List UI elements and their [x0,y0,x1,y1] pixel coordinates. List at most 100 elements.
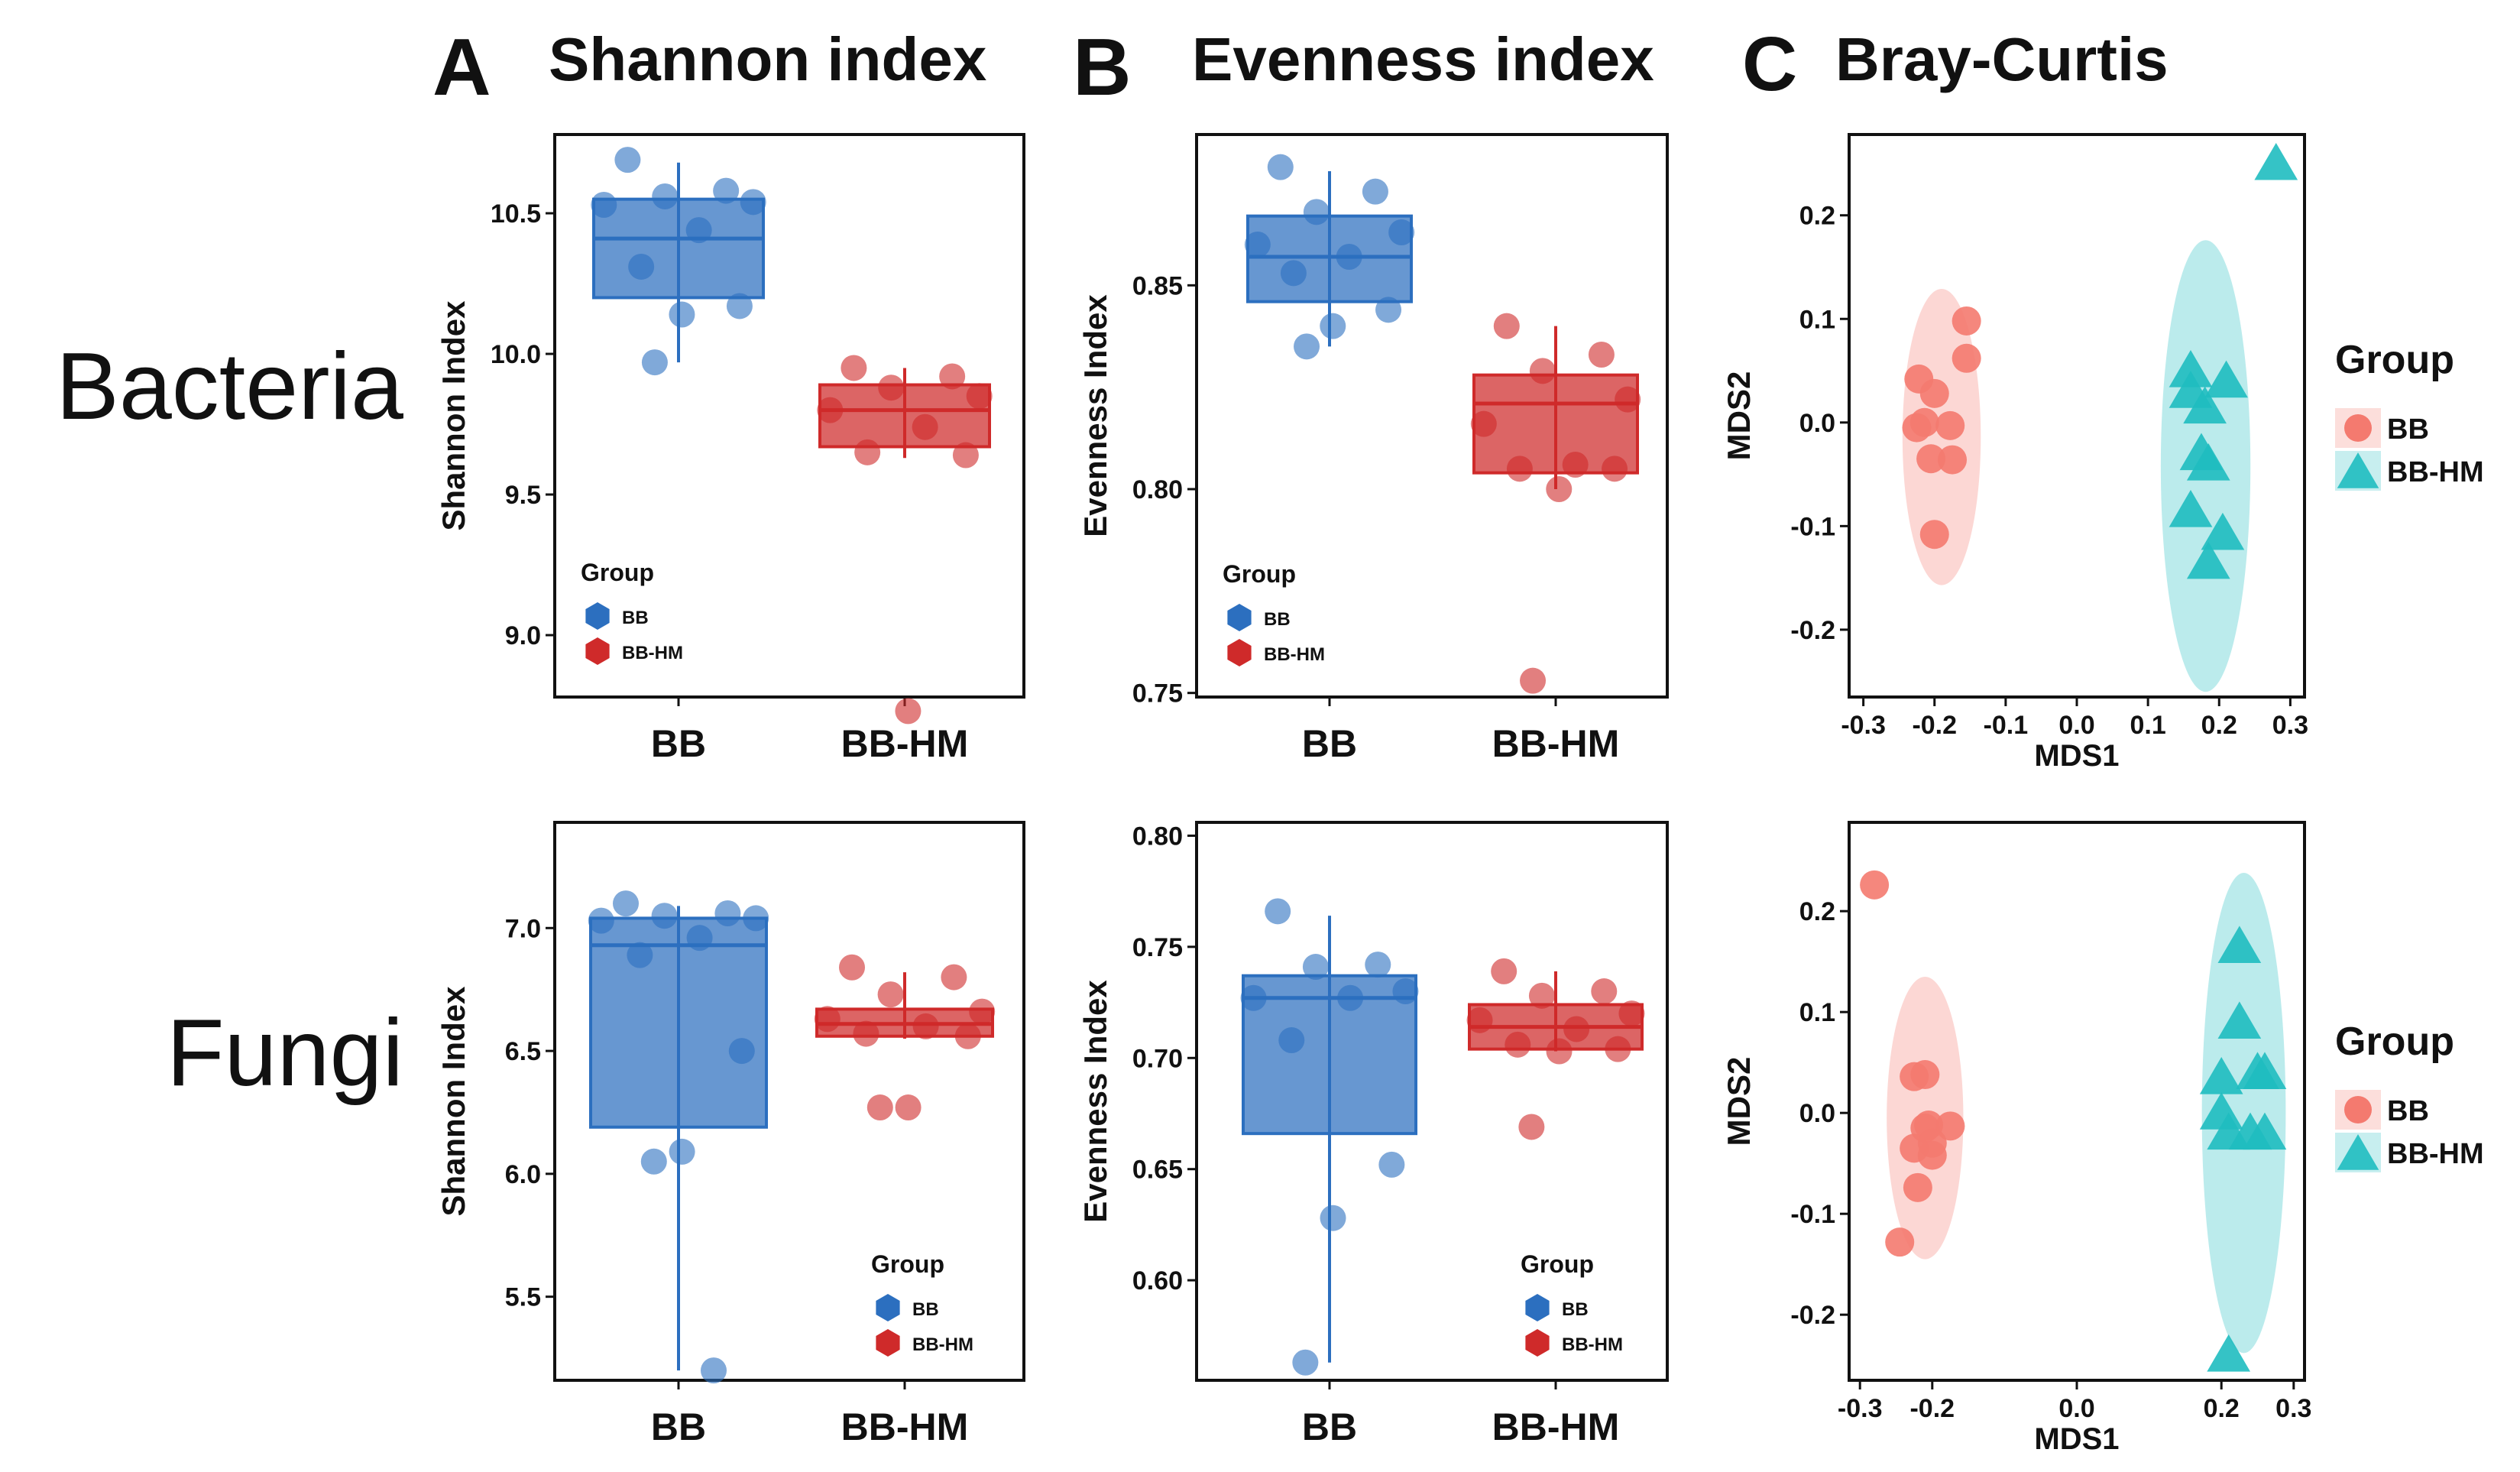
legend-label: BB [1562,1299,1589,1320]
data-point [1378,1151,1405,1178]
series-bb [1860,870,1965,1260]
data-point [1320,1205,1346,1231]
series-bb-hm [814,954,996,1121]
x-tick-label: 0.3 [2275,1394,2311,1423]
data-point [1280,260,1307,287]
series-bb [1240,898,1419,1376]
data-point [743,905,769,932]
y-axis-title: Shannon Index [436,300,471,531]
x-tick-label: 0.3 [2272,711,2308,740]
y-tick-label: 0.80 [1132,475,1183,504]
data-point [1546,476,1573,502]
data-point [651,903,678,929]
plot-frame [553,133,1025,699]
data-point [1362,178,1388,205]
data-point [814,1006,841,1033]
data-point [1292,1349,1319,1376]
y-tick-label: -0.2 [1790,1301,1835,1330]
data-point [1916,444,1946,474]
data-point [686,925,713,952]
legend: Group BB BB-HM [2335,1020,2484,1172]
legend-key-icon [2337,1134,2379,1170]
y-axis-title: Shannon Index [436,986,471,1217]
data-point [1518,1114,1545,1140]
series-bb [591,147,766,376]
data-point [627,942,653,968]
plot-frame [1195,133,1669,699]
data-point [853,1020,879,1047]
y-tick-label: 0.70 [1132,1044,1183,1073]
data-point [1591,978,1618,1005]
data-point [952,442,979,469]
data-point [895,698,922,725]
data-point [1935,1111,1965,1141]
x-axis-title: MDS1 [2034,739,2119,773]
data-point [1529,358,1556,384]
y-tick-label: 0.75 [1132,933,1183,962]
data-point [1265,898,1291,925]
data-point [726,293,753,319]
plot-frame [1195,821,1669,1382]
series-bb [1244,154,1415,360]
data-point [1375,297,1402,323]
x-tick-label: 0.0 [2058,1394,2094,1423]
data-point [613,890,639,917]
data-point [2186,443,2230,481]
legend-key-icon [585,602,610,630]
x-tick-label: 0.0 [2058,711,2094,740]
data-point [1588,342,1615,368]
data-point [652,183,679,209]
series-bb [588,890,769,1384]
data-point [895,1094,922,1121]
data-point [1952,306,1981,336]
data-point [878,374,905,401]
series-bb [1902,288,1981,585]
legend-key-icon [1227,604,1252,631]
box [818,383,991,449]
data-point [1491,958,1518,984]
data-point [1860,870,1890,900]
data-point [1935,410,1965,440]
panel-title-braycurtis: Bray-Curtis [1835,25,2169,93]
data-point [966,383,993,410]
legend-key-icon [1525,1329,1550,1357]
data-point [1302,954,1329,981]
legend: Group BB BB-HM [2335,338,2484,491]
y-tick-label: 9.0 [505,621,541,650]
x-tick-label: -0.2 [1912,711,1957,740]
box [1246,214,1413,303]
series-bb-hm [1470,313,1641,694]
x-tick-label: BB-HM [1492,1406,1620,1448]
y-tick-label: 0.0 [1799,409,1835,438]
data-point [1244,232,1271,258]
legend-title: Group [1521,1250,1594,1278]
data-point [1392,978,1419,1005]
panel-fungi-shannon: 5.5 6.0 6.5 7.0 Shannon Index BB BB-HM Group BB B… [436,821,1025,1448]
data-point [1278,1027,1305,1054]
legend-key-icon [2344,1096,2372,1123]
data-point [728,1038,755,1065]
legend-label: BB [622,608,649,628]
data-point [1546,1038,1573,1065]
box [1242,974,1417,1136]
data-point [866,1094,893,1121]
series-bb-hm [1466,958,1645,1140]
legend-label: BB-HM [912,1334,973,1355]
x-tick-label: -0.3 [1838,1394,1883,1423]
x-tick-label: BB-HM [841,1406,969,1448]
data-point [1902,413,1932,443]
legend-title: Group [1223,560,1296,588]
y-axis-title: MDS2 [1721,1057,1757,1146]
x-tick-label: 0.1 [2130,711,2165,740]
data-point [2217,926,2262,963]
data-point [1919,378,1949,408]
y-tick-label: -0.1 [1790,512,1835,541]
data-point [1303,199,1330,225]
data-point [1388,219,1415,245]
plot-frame [553,821,1025,1382]
x-tick-label: -0.2 [1909,1394,1955,1423]
data-point [2199,1056,2243,1094]
data-point [2217,1001,2262,1039]
data-point [1917,1140,1947,1170]
data-point [1952,343,1981,373]
